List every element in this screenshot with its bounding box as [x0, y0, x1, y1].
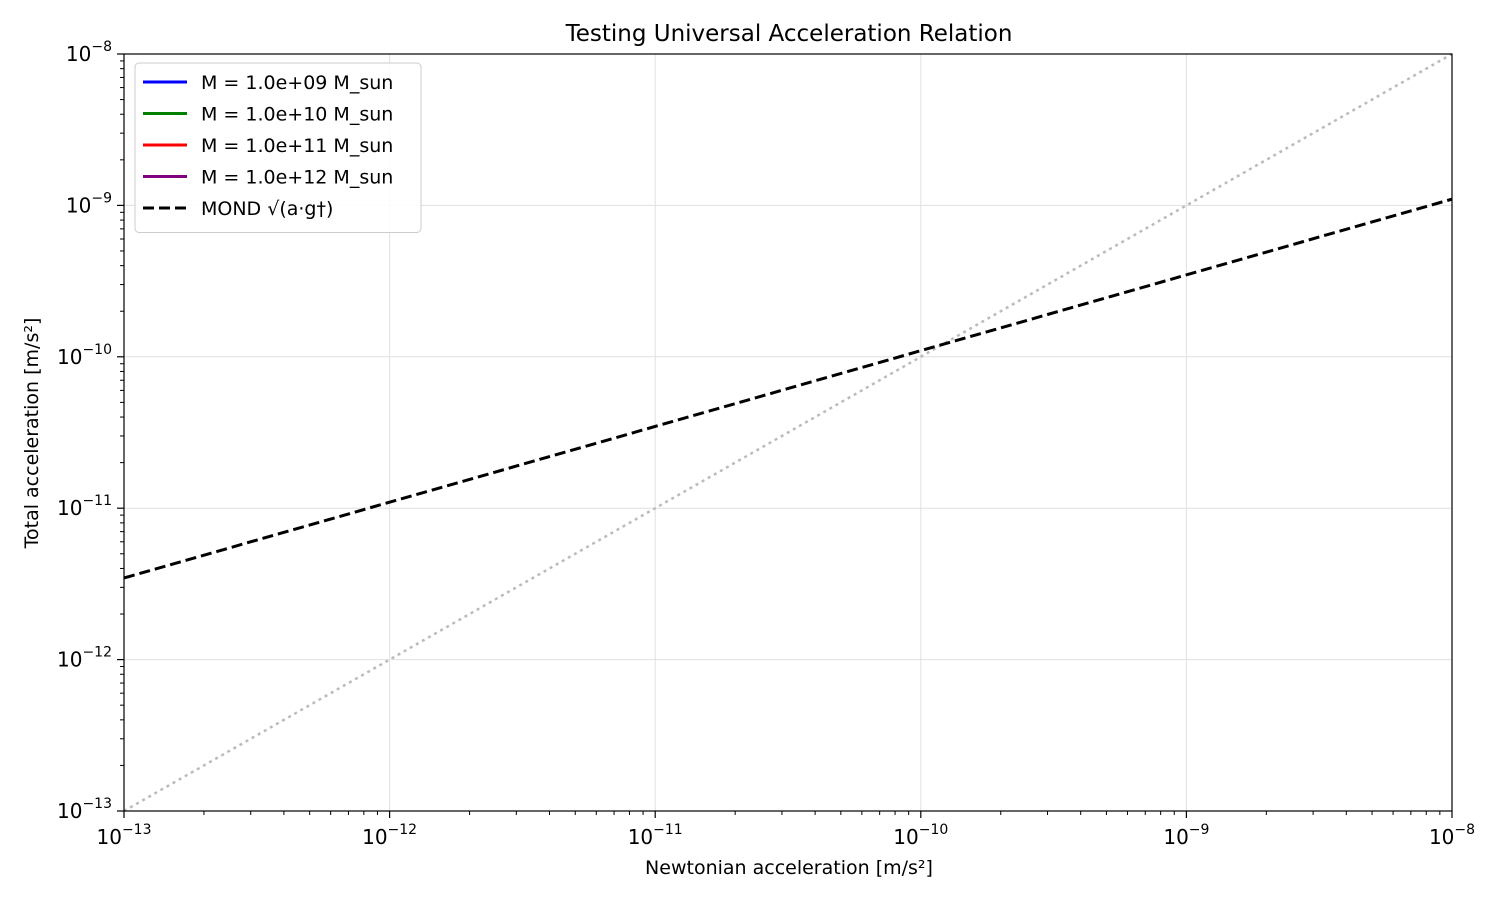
y-tick-exponent: −11: [82, 493, 112, 509]
y-tick-base: 10: [66, 193, 91, 217]
series-layer: [123, 197, 1453, 580]
legend-label: M = 1.0e+09 M_sun: [201, 72, 393, 94]
x-tick-exponent: −11: [653, 822, 683, 838]
y-tick-exponent: −10: [82, 342, 112, 358]
plot-frame: [123, 53, 1453, 812]
x-tick-exponent: −8: [1454, 822, 1475, 838]
tick-labels: 10−13 10−12 10−11 10−10 10−9 10−810−1310−1210…: [57, 39, 1475, 849]
x-tick-exponent: −13: [122, 822, 152, 838]
y-tick-base: 10: [57, 345, 82, 369]
x-tick-base: 10: [97, 825, 122, 849]
y-tick-label: 10−12: [57, 645, 112, 672]
x-tick-base: 10: [1163, 825, 1188, 849]
y-tick-label: 10−8: [66, 39, 112, 66]
x-axis-label: Newtonian acceleration [m/s²]: [645, 857, 933, 879]
legend-box: [134, 62, 422, 233]
x-tick-exponent: −10: [919, 822, 949, 838]
y-tick-label: 10−13: [57, 796, 112, 823]
x-tick-base: 10: [893, 825, 918, 849]
x-tick-label: 10−11: [628, 822, 683, 849]
legend-label: M = 1.0e+11 M_sun: [201, 135, 393, 157]
x-tick-exponent: −12: [388, 822, 418, 838]
y-axis-label: Total acceleration [m/s²]: [21, 318, 43, 550]
y-tick-exponent: −12: [82, 645, 112, 661]
y-tick-exponent: −13: [82, 796, 112, 812]
x-tick-exponent: −9: [1189, 822, 1210, 838]
y-tick-label: 10−10: [57, 342, 112, 369]
x-tick-base: 10: [628, 825, 653, 849]
x-tick-base: 10: [362, 825, 387, 849]
x-tick-label: 10−10: [893, 822, 948, 849]
legend-label: M = 1.0e+10 M_sun: [201, 104, 393, 126]
x-tick-base: 10: [1429, 825, 1454, 849]
one-to-one-reference-line: [123, 52, 1453, 813]
x-tick-label: 10−8: [1429, 822, 1475, 849]
series-line-4: [123, 197, 1453, 580]
y-tick-base: 10: [57, 799, 82, 823]
x-tick-label: 10−12: [362, 822, 417, 849]
axis-ticks: [117, 53, 1453, 818]
y-tick-base: 10: [57, 496, 82, 520]
chart-title: Testing Universal Acceleration Relation: [565, 21, 1013, 47]
x-tick-label: 10−9: [1163, 822, 1209, 849]
y-tick-label: 10−9: [66, 190, 112, 217]
y-tick-base: 10: [57, 648, 82, 672]
y-tick-base: 10: [66, 42, 91, 66]
y-tick-label: 10−11: [57, 493, 112, 520]
x-tick-label: 10−13: [97, 822, 152, 849]
legend-label: MOND √(a·g†): [201, 198, 333, 220]
reference-layer: [123, 52, 1453, 813]
legend: M = 1.0e+09 M_sun M = 1.0e+10 M_sun M = 1.…: [134, 62, 422, 233]
y-tick-exponent: −8: [91, 39, 112, 55]
legend-label: M = 1.0e+12 M_sun: [201, 167, 393, 189]
y-tick-exponent: −9: [91, 190, 112, 206]
